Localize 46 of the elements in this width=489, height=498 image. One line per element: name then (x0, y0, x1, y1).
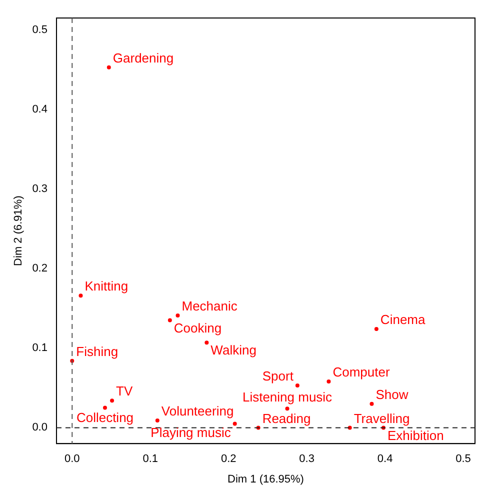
point (204, 340, 209, 345)
x-axis-title: Dim 1 (16.95%) (228, 473, 304, 486)
point (155, 418, 160, 423)
x-tick-label: 0.1 (142, 453, 158, 466)
x-tick-label: 0.3 (299, 453, 314, 466)
point (232, 422, 237, 426)
y-tick-label: 0.1 (32, 342, 48, 354)
annotation: Computer (332, 364, 390, 380)
annotation: Collecting (76, 410, 134, 425)
annotation: TV (116, 384, 133, 399)
annotation: Knitting (84, 278, 128, 294)
annotation: Mechanic (182, 298, 238, 314)
point (326, 380, 331, 384)
annotation: Walking (210, 342, 256, 358)
point (374, 327, 378, 332)
annotation: Listening music (242, 390, 333, 405)
annotation: Fishing (76, 344, 118, 359)
annotation: Cinema (380, 312, 426, 328)
point (176, 314, 180, 318)
annotation: Playing music (150, 424, 232, 440)
y-tick-label: 0.3 (32, 183, 48, 196)
y-tick-label: 0.0 (32, 422, 48, 434)
x-tick-label: 0.4 (377, 453, 393, 466)
point (285, 406, 290, 411)
y-tick-label: 0.4 (32, 104, 48, 116)
annotation: Sport (262, 368, 294, 384)
x-tick-label: 0.2 (220, 453, 236, 466)
annotation: Volunteering (161, 404, 234, 419)
x-tick-label: 0.5 (456, 453, 471, 466)
annotation: Exhibition (387, 428, 444, 443)
point (106, 65, 111, 70)
x-tick-label: 0.0 (64, 453, 80, 466)
point (78, 294, 83, 298)
point (102, 406, 107, 410)
point (168, 318, 172, 322)
annotation: Reading (262, 410, 311, 426)
annotation: Cooking (174, 320, 222, 336)
point (370, 402, 374, 406)
y-tick-label: 0.2 (32, 262, 48, 275)
point (295, 384, 300, 388)
y-tick-label: 0.5 (32, 24, 48, 36)
annotation: Gardening (112, 50, 174, 66)
point (110, 398, 114, 403)
y-axis-title: Dim 2 (6.91%) (12, 196, 25, 266)
annotation: Show (376, 386, 409, 402)
annotation: Travelling (354, 410, 410, 426)
